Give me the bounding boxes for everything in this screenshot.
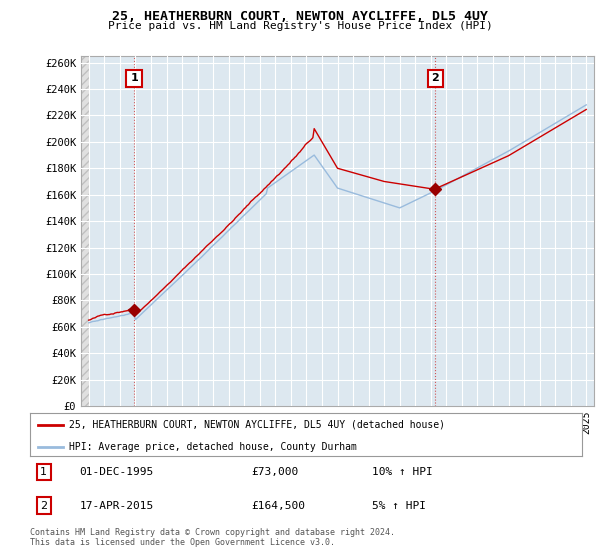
Text: 1: 1 bbox=[40, 467, 47, 477]
Text: HPI: Average price, detached house, County Durham: HPI: Average price, detached house, Coun… bbox=[68, 442, 356, 452]
Text: 2: 2 bbox=[431, 73, 439, 83]
Text: 25, HEATHERBURN COURT, NEWTON AYCLIFFE, DL5 4UY: 25, HEATHERBURN COURT, NEWTON AYCLIFFE, … bbox=[112, 10, 488, 23]
Bar bbox=[81, 56, 89, 406]
Text: Contains HM Land Registry data © Crown copyright and database right 2024.
This d: Contains HM Land Registry data © Crown c… bbox=[30, 528, 395, 547]
Text: £73,000: £73,000 bbox=[251, 467, 298, 477]
Text: £164,500: £164,500 bbox=[251, 501, 305, 511]
Text: 17-APR-2015: 17-APR-2015 bbox=[80, 501, 154, 511]
Text: 5% ↑ HPI: 5% ↑ HPI bbox=[372, 501, 426, 511]
Text: 25, HEATHERBURN COURT, NEWTON AYCLIFFE, DL5 4UY (detached house): 25, HEATHERBURN COURT, NEWTON AYCLIFFE, … bbox=[68, 419, 445, 430]
Text: 1: 1 bbox=[130, 73, 138, 83]
Text: 01-DEC-1995: 01-DEC-1995 bbox=[80, 467, 154, 477]
Text: 2: 2 bbox=[40, 501, 47, 511]
Text: Price paid vs. HM Land Registry's House Price Index (HPI): Price paid vs. HM Land Registry's House … bbox=[107, 21, 493, 31]
Text: 10% ↑ HPI: 10% ↑ HPI bbox=[372, 467, 433, 477]
